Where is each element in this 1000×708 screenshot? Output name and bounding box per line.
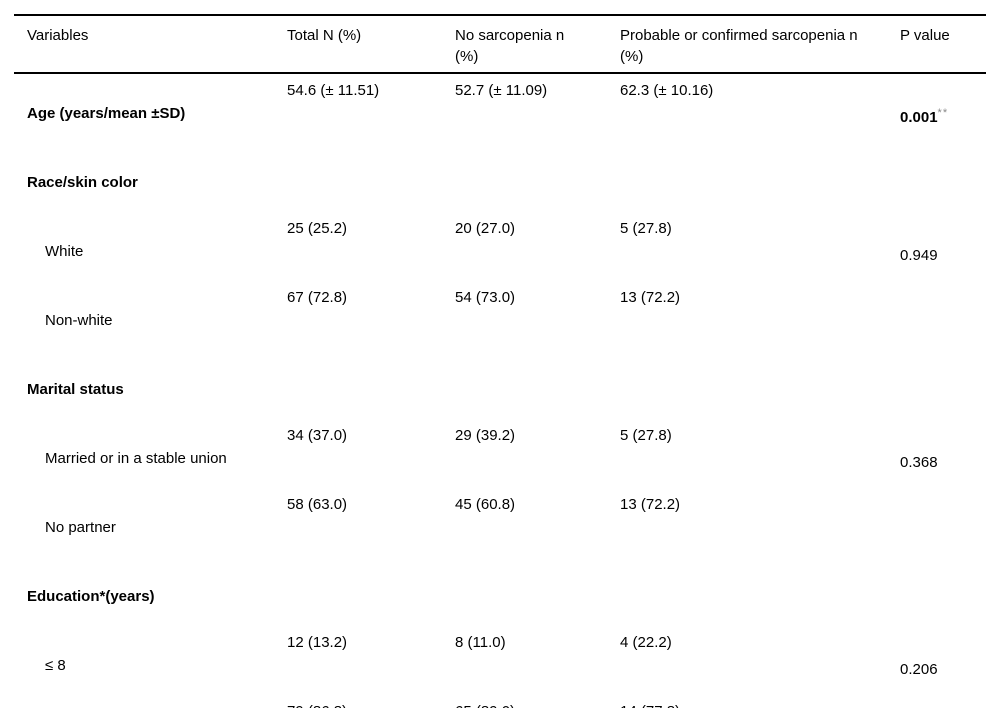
variable-label: Age (years/mean ±SD) [27,105,186,122]
variable-label-cell: Race/skin color [14,148,287,217]
p-value: 0.949 [900,247,938,264]
variable-label-cell: Married or in a stable union [14,424,287,493]
total-n-cell: 25 (25.2) [287,220,348,237]
p-value-cell [900,493,986,562]
variable-label: Race/skin color [27,174,138,191]
table-row: ≤ 8 12 (13.2) 8 (11.0) 4 (22.2) 0.206 [14,631,986,700]
variable-label-cell: Age (years/mean ±SD) [14,73,287,148]
sarcopenia-cell [620,562,900,631]
no-sarcopenia-cell: 65 (89.0) [455,700,620,708]
p-value-cell [900,355,986,424]
table-body: Age (years/mean ±SD) 54.6 (± 11.51) 52.7… [14,73,986,708]
no-sarcopenia-cell: 8 (11.0) [455,634,506,651]
variable-label-cell: White [14,217,287,286]
sarcopenia-cell: 5 (27.8) [620,220,672,237]
table-row: No partner 58 (63.0) 45 (60.8) 13 (72.2) [14,493,986,562]
variable-label: Marital status [27,381,124,398]
total-n-cell: 79 (86.8) [287,700,455,708]
col-header-total: Total N (%) [287,27,362,44]
variable-label-cell: No partner [14,493,287,562]
no-sarcopenia-cell: 29 (39.2) [455,427,516,444]
variable-label-cell: Marital status [14,355,287,424]
no-sarcopenia-cell: 45 (60.8) [455,496,516,513]
no-sarcopenia-cell: 54 (73.0) [455,289,516,306]
sarcopenia-cell: 5 (27.8) [620,427,672,444]
variable-label: Education*(years) [27,588,155,605]
p-value-cell: 0.368 [900,424,986,493]
variable-label: No partner [45,519,116,536]
table-header: Variables Total N (%) No sarcopenia n (%… [14,15,986,73]
p-value-cell [900,700,986,708]
p-value: 0.368 [900,454,938,471]
total-n-cell: 34 (37.0) [287,427,348,444]
variable-label: Married or in a stable union [45,450,227,467]
variable-label: Non-white [45,312,113,329]
table-row: Race/skin color [14,148,986,217]
variable-label-cell: > 8 [14,700,287,708]
table-row: White 25 (25.2) 20 (27.0) 5 (27.8) 0.949 [14,217,986,286]
col-header-p-value: P value [900,27,950,44]
total-n-cell: 67 (72.8) [287,289,348,306]
total-n-cell: 12 (13.2) [287,634,348,651]
p-value: 0.206 [900,661,938,678]
table-row: Married or in a stable union 34 (37.0) 2… [14,424,986,493]
table-row: Marital status [14,355,986,424]
total-n-cell [287,355,455,424]
total-n-cell [287,562,455,631]
sarcopenia-cell: 4 (22.2) [620,634,672,651]
sarcopenia-cell: 13 (72.2) [620,496,681,513]
col-header-variables: Variables [27,27,89,44]
col-header-no-sarcopenia: No sarcopenia n (%) [455,27,565,65]
paper-table-container: Variables Total N (%) No sarcopenia n (%… [14,14,986,708]
no-sarcopenia-cell [455,562,620,631]
p-value-cell: 0.206 [900,631,986,700]
table-row: > 8 79 (86.8) 65 (89.0) 14 (77.8) [14,700,986,708]
p-value-significance-marker: ** [937,107,949,119]
sarcopenia-cell: 62.3 (± 10.16) [620,82,714,99]
header-row: Variables Total N (%) No sarcopenia n (%… [14,15,986,73]
p-value-cell [900,148,986,217]
p-value-cell [900,286,986,355]
total-n-cell: 54.6 (± 11.51) [287,82,380,99]
col-header-sarcopenia: Probable or confirmed sarcopenia n (%) [620,27,858,65]
no-sarcopenia-cell [455,355,620,424]
p-value: 0.001 [900,109,938,126]
sarcopenia-comparison-table: Variables Total N (%) No sarcopenia n (%… [14,14,986,708]
variable-label: White [45,243,84,260]
p-value-cell: 0.949 [900,217,986,286]
total-n-cell: 58 (63.0) [287,496,348,513]
variable-label: ≤ 8 [45,657,66,674]
sarcopenia-cell [620,355,900,424]
variable-label-cell: ≤ 8 [14,631,287,700]
table-row: Non-white 67 (72.8) 54 (73.0) 13 (72.2) [14,286,986,355]
p-value-cell: 0.001** [900,73,986,148]
table-row: Education*(years) [14,562,986,631]
no-sarcopenia-cell [455,148,620,217]
table-row: Age (years/mean ±SD) 54.6 (± 11.51) 52.7… [14,73,986,148]
sarcopenia-cell: 14 (77.8) [620,700,900,708]
no-sarcopenia-cell: 20 (27.0) [455,220,516,237]
sarcopenia-cell [620,148,900,217]
variable-label-cell: Non-white [14,286,287,355]
variable-label-cell: Education*(years) [14,562,287,631]
total-n-cell [287,148,455,217]
no-sarcopenia-cell: 52.7 (± 11.09) [455,82,548,99]
p-value-cell [900,562,986,631]
sarcopenia-cell: 13 (72.2) [620,289,681,306]
